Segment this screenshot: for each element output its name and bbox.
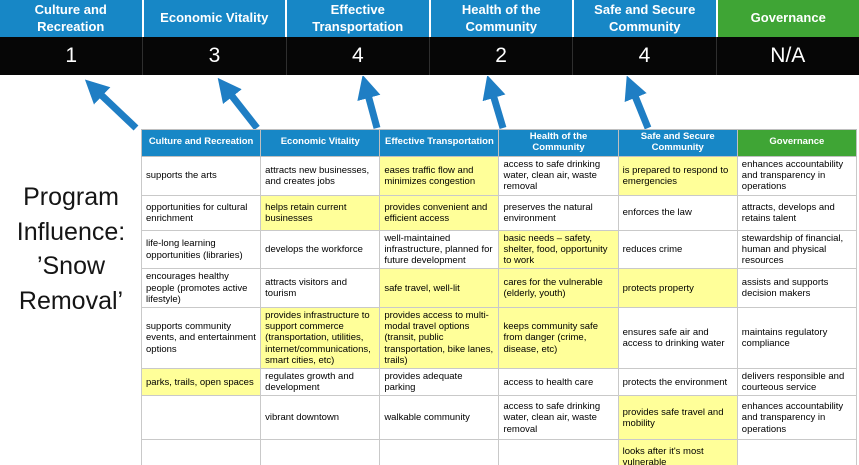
matrix-cell-r3-c1: life-long learning opportunities (librar… bbox=[140, 229, 262, 270]
matrix-cell-r6-c6: delivers responsible and courteous servi… bbox=[736, 368, 858, 397]
matrix-header-safe-and-secure-community: Safe and Secure Community bbox=[617, 129, 738, 157]
matrix-cell-r7-c6: enhances accountability and transparency… bbox=[736, 395, 858, 441]
matrix-header-effective-transportation: Effective Transportation bbox=[379, 129, 500, 157]
arrow-culture-and-recreation-icon bbox=[84, 79, 139, 131]
matrix-cell-r6-c5: protects the environment bbox=[617, 368, 738, 397]
matrix-cell-r7-c5: provides safe travel and mobility bbox=[617, 395, 738, 441]
matrix-cell-r2-c2: helps retain current businesses bbox=[260, 194, 381, 231]
matrix-row-5: supports community events, and entertain… bbox=[140, 307, 858, 370]
pillar-score-row: 1 3 4 2 4 N/A bbox=[0, 37, 859, 75]
matrix-row-7: vibrant downtown walkable community access… bbox=[140, 395, 858, 441]
matrix-cell-r5-c2: provides infrastructure to support comme… bbox=[260, 307, 381, 370]
matrix-row-6: parks, trails, open spaces regulates grow… bbox=[140, 368, 858, 397]
matrix-cell-r8-c2 bbox=[260, 439, 381, 465]
matrix-cell-r3-c2: develops the workforce bbox=[260, 229, 381, 270]
matrix-row-8: looks after it's most vulnerable bbox=[140, 439, 858, 465]
matrix-cell-r1-c4: access to safe drinking water, clean air… bbox=[498, 155, 619, 196]
matrix-cell-r8-c6 bbox=[736, 439, 858, 465]
matrix-row-1: supports the arts attracts new businesses… bbox=[140, 155, 858, 196]
matrix-cell-r3-c4: basic needs – safety, shelter, food, opp… bbox=[498, 229, 619, 270]
matrix-cell-r4-c1: encourages healthy people (promotes acti… bbox=[140, 268, 262, 309]
matrix-cell-r2-c5: enforces the law bbox=[617, 194, 738, 231]
pillar-header-safe-and-secure-community: Safe and Secure Community bbox=[574, 0, 716, 37]
pillar-score-governance: N/A bbox=[715, 37, 859, 75]
pillar-score-health-of-the-community: 2 bbox=[428, 37, 572, 75]
pillar-score-effective-transportation: 4 bbox=[285, 37, 429, 75]
matrix-cell-r7-c4: access to safe drinking water, clean air… bbox=[498, 395, 619, 441]
matrix-row-4: encourages healthy people (promotes acti… bbox=[140, 268, 858, 309]
pillar-score-culture-and-recreation: 1 bbox=[65, 44, 77, 67]
matrix-cell-r8-c1 bbox=[140, 439, 262, 465]
matrix-cell-r6-c4: access to health care bbox=[498, 368, 619, 397]
pillar-header-culture-and-recreation: Culture and Recreation bbox=[0, 0, 142, 37]
matrix-cell-r1-c3: eases traffic flow and minimizes congest… bbox=[379, 155, 500, 196]
matrix-cell-r1-c5: is prepared to respond to emergencies bbox=[617, 155, 738, 196]
matrix-cell-r8-c4 bbox=[498, 439, 619, 465]
influence-matrix: Culture and Recreation Economic Vitality E… bbox=[140, 129, 858, 465]
matrix-cell-r1-c1: supports the arts bbox=[140, 155, 262, 196]
arrow-safe-and-secure-community-icon bbox=[624, 76, 652, 130]
matrix-cell-r7-c2: vibrant downtown bbox=[260, 395, 381, 441]
matrix-cell-r3-c5: reduces crime bbox=[617, 229, 738, 270]
matrix-cell-r7-c3: walkable community bbox=[379, 395, 500, 441]
matrix-cell-r2-c1: opportunities for cultural enrichment bbox=[140, 194, 262, 231]
pillar-score-safe-and-secure-community: 4 bbox=[572, 37, 715, 75]
matrix-header-governance: Governance bbox=[736, 129, 858, 157]
matrix-cell-r3-c3: well-maintained infrastructure, planned … bbox=[379, 229, 500, 270]
matrix-cell-r4-c2: attracts visitors and tourism bbox=[260, 268, 381, 309]
matrix-header-culture-and-recreation: Culture and Recreation bbox=[140, 129, 262, 157]
matrix-cell-r6-c3: provides adequate parking bbox=[379, 368, 500, 397]
matrix-cell-r8-c3 bbox=[379, 439, 500, 465]
matrix-cell-r2-c4: preserves the natural environment bbox=[498, 194, 619, 231]
matrix-cell-r2-c3: provides convenient and efficient access bbox=[379, 194, 500, 231]
matrix-cell-r3-c6: stewardship of financial, human and phys… bbox=[736, 229, 858, 270]
pillar-header-economic-vitality: Economic Vitality bbox=[143, 0, 285, 37]
matrix-row-2: opportunities for cultural enrichment hel… bbox=[140, 194, 858, 231]
matrix-cell-r1-c2: attracts new businesses, and creates job… bbox=[260, 155, 381, 196]
matrix-body: supports the arts attracts new businesses… bbox=[140, 155, 858, 465]
matrix-cell-r5-c5: ensures safe air and access to drinking … bbox=[617, 307, 738, 370]
matrix-cell-r4-c3: safe travel, well-lit bbox=[379, 268, 500, 309]
pillar-score-economic-vitality: 3 bbox=[142, 37, 285, 75]
matrix-cell-r2-c6: attracts, develops and retains talent bbox=[736, 194, 858, 231]
matrix-cell-r4-c6: assists and supports decision makers bbox=[736, 268, 858, 309]
arrow-effective-transportation-icon bbox=[357, 76, 381, 129]
matrix-header-row: Culture and Recreation Economic Vitality E… bbox=[140, 129, 858, 157]
matrix-cell-r5-c1: supports community events, and entertain… bbox=[140, 307, 262, 370]
matrix-cell-r5-c3: provides access to multi-modal travel op… bbox=[379, 307, 500, 370]
matrix-cell-r6-c2: regulates growth and development bbox=[260, 368, 381, 397]
matrix-cell-r7-c1 bbox=[140, 395, 262, 441]
pillar-header-health-of-the-community: Health of the Community bbox=[430, 0, 572, 37]
matrix-row-3: life-long learning opportunities (librar… bbox=[140, 229, 858, 270]
matrix-header-health-of-the-community: Health of the Community bbox=[498, 129, 619, 157]
arrow-economic-vitality-icon bbox=[217, 77, 260, 131]
arrow-health-of-the-community-icon bbox=[482, 76, 507, 129]
score-arrows bbox=[84, 76, 652, 131]
pillar-header-row: Culture and Recreation Economic Vitality E… bbox=[0, 0, 859, 37]
matrix-cell-r6-c1: parks, trails, open spaces bbox=[140, 368, 262, 397]
matrix-cell-r4-c5: protects property bbox=[617, 268, 738, 309]
matrix-cell-r4-c4: cares for the vulnerable (elderly, youth… bbox=[498, 268, 619, 309]
program-influence-label: Program Influence: ’Snow Removal’ bbox=[16, 183, 126, 315]
matrix-cell-r8-c5: looks after it's most vulnerable bbox=[617, 439, 738, 465]
matrix-cell-r5-c6: maintains regulatory compliance bbox=[736, 307, 858, 370]
matrix-cell-r1-c6: enhances accountability and transparency… bbox=[736, 155, 858, 196]
matrix-cell-r5-c4: keeps community safe from danger (crime,… bbox=[498, 307, 619, 370]
pillar-header-governance: Governance bbox=[717, 0, 859, 37]
matrix-header-economic-vitality: Economic Vitality bbox=[260, 129, 381, 157]
pillar-header-effective-transportation: Effective Transportation bbox=[287, 0, 429, 37]
